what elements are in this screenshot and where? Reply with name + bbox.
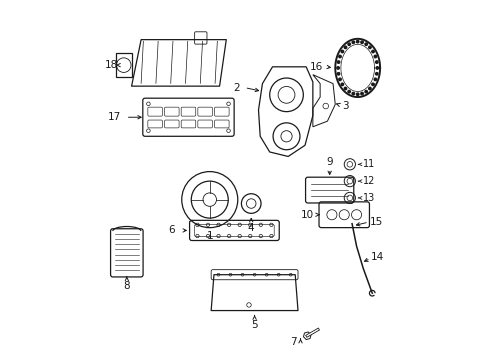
Text: 17: 17 (108, 112, 121, 122)
Circle shape (337, 73, 339, 75)
Text: 14: 14 (370, 252, 384, 262)
Text: 6: 6 (168, 225, 175, 235)
Circle shape (371, 83, 373, 86)
Circle shape (351, 41, 354, 44)
Circle shape (364, 90, 366, 93)
Circle shape (337, 61, 339, 63)
Circle shape (341, 83, 343, 86)
Circle shape (373, 78, 376, 81)
Text: 3: 3 (341, 101, 348, 111)
Circle shape (347, 43, 350, 45)
Circle shape (356, 40, 358, 43)
Text: 12: 12 (362, 176, 374, 186)
Circle shape (375, 67, 378, 69)
Circle shape (344, 87, 346, 90)
Circle shape (371, 50, 373, 53)
Text: 18: 18 (104, 60, 118, 70)
Circle shape (338, 55, 341, 58)
Text: 7: 7 (290, 337, 297, 347)
Text: 9: 9 (325, 157, 332, 167)
Circle shape (360, 93, 363, 95)
Circle shape (364, 43, 366, 45)
Circle shape (373, 55, 376, 58)
Text: 11: 11 (362, 159, 374, 169)
Circle shape (347, 90, 350, 93)
Text: 4: 4 (247, 222, 254, 233)
Text: 1: 1 (206, 231, 213, 241)
Text: 2: 2 (232, 82, 239, 93)
Text: 13: 13 (362, 193, 374, 203)
Circle shape (338, 78, 341, 81)
Circle shape (368, 46, 370, 49)
Circle shape (368, 87, 370, 90)
Circle shape (360, 41, 363, 44)
Circle shape (344, 46, 346, 49)
Text: 16: 16 (309, 62, 322, 72)
Circle shape (375, 73, 377, 75)
Circle shape (341, 50, 343, 53)
Circle shape (351, 93, 354, 95)
Circle shape (375, 61, 377, 63)
Text: 15: 15 (369, 217, 382, 227)
Text: 10: 10 (300, 210, 313, 220)
Circle shape (336, 67, 339, 69)
Text: 8: 8 (123, 282, 130, 292)
Circle shape (356, 93, 358, 95)
Text: 5: 5 (251, 320, 257, 329)
